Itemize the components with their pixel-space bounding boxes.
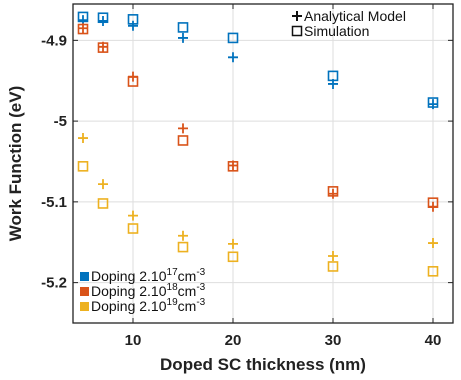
analytical-plus-point: [178, 123, 188, 134]
analytical-plus-point: [178, 230, 188, 241]
simulation-square-point: [177, 22, 189, 33]
simulation-square-point: [227, 32, 239, 44]
analytical-plus-point: [78, 133, 88, 144]
plot-frame: [72, 3, 454, 324]
simulation-square-point: [177, 135, 189, 146]
analytical-plus-point: [128, 71, 138, 82]
analytical-plus-point: [428, 238, 438, 249]
analytical-plus-point: [228, 52, 238, 63]
simulation-square-point: [97, 198, 109, 209]
analytical-plus-point: [428, 201, 438, 212]
x-tick-label: 40: [425, 332, 442, 349]
marker-legend: Analytical Model Simulation: [291, 8, 406, 39]
doping-color-swatch: [80, 287, 89, 296]
data-series: [77, 133, 439, 277]
doping-legend-label: Doping 2.1018cm-3: [91, 282, 206, 299]
analytical-plus-point: [228, 160, 238, 171]
legend-square-icon: [291, 25, 303, 37]
x-tick-label: 20: [225, 332, 242, 349]
y-tick-label: -4.9: [41, 32, 67, 49]
y-tick-label: -5.2: [41, 275, 67, 292]
simulation-square-point: [77, 161, 89, 172]
doping-legend-label: Doping 2.1017cm-3: [91, 267, 206, 284]
analytical-plus-point: [78, 23, 88, 34]
analytical-plus-point: [178, 32, 188, 43]
legend-analytical-label: Analytical Model: [304, 8, 406, 24]
analytical-plus-point: [128, 20, 138, 31]
simulation-square-point: [227, 251, 239, 263]
doping-color-swatch: [80, 302, 89, 311]
x-tick-label: 10: [125, 332, 142, 349]
data-series: [77, 23, 439, 212]
analytical-plus-point: [328, 78, 338, 89]
analytical-plus-point: [98, 15, 108, 26]
doping-legend-label: Doping 2.1019cm-3: [91, 297, 206, 314]
analytical-plus-point: [428, 99, 438, 110]
analytical-plus-point: [328, 188, 338, 199]
doping-color-swatch: [80, 272, 89, 281]
legend-simulation-label: Simulation: [304, 23, 369, 39]
legend-plus-icon: [292, 11, 302, 21]
analytical-plus-point: [128, 210, 138, 221]
simulation-square-point: [127, 223, 139, 234]
y-tick-label: -5: [54, 113, 67, 130]
analytical-plus-point: [228, 238, 238, 249]
y-axis-title: Work Function (eV): [6, 86, 25, 242]
simulation-square-point: [427, 266, 439, 277]
data-series: [77, 11, 439, 110]
simulation-square-point: [177, 241, 189, 253]
analytical-plus-point: [328, 250, 338, 261]
y-tick-label: -5.1: [41, 194, 67, 211]
axis-ticks: 10 20 30 40 -4.9 -5 -5.1 -5.2: [41, 4, 453, 349]
analytical-plus-point: [98, 41, 108, 52]
analytical-plus-point: [98, 179, 108, 190]
x-axis-title: Doped SC thickness (nm): [160, 355, 366, 374]
data-marks: [77, 11, 439, 277]
x-tick-label: 30: [325, 332, 342, 349]
simulation-square-point: [327, 261, 339, 272]
